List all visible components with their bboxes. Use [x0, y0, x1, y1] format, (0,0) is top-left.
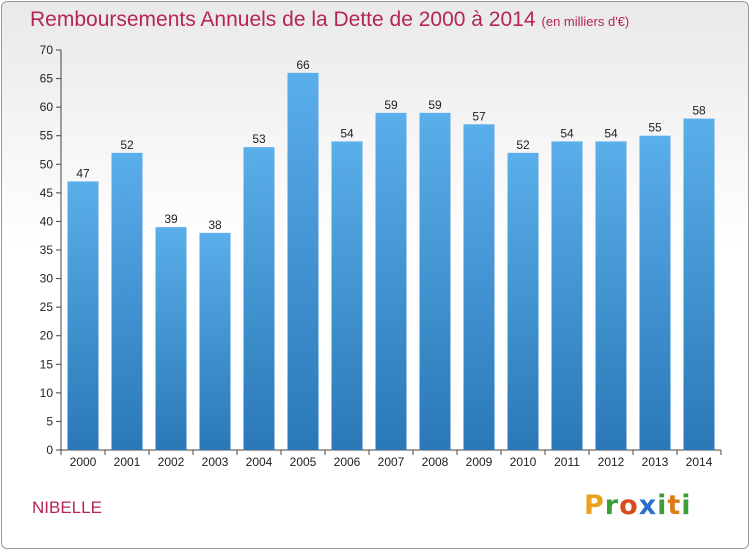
bar: [287, 72, 319, 450]
x-tick-label: 2005: [290, 455, 317, 469]
proxiti-logo: Proxiti: [584, 490, 692, 521]
data-labels: 47 52 39 38 53 66 54 59 59 57 52 54 54 55 58: [76, 58, 706, 232]
x-tick-label: 2014: [686, 455, 713, 469]
logo-letter: i: [657, 490, 668, 521]
title-unit: (en milliers d'€): [541, 14, 630, 29]
logo-letter: x: [638, 490, 658, 521]
x-tick-label: 2008: [422, 455, 449, 469]
bar: [463, 124, 495, 451]
x-tick-label: 2009: [466, 455, 493, 469]
bar: [155, 227, 187, 450]
y-tick-label: 70: [40, 43, 54, 57]
bar: [331, 141, 363, 450]
x-tick-label: 2012: [598, 455, 625, 469]
y-tick-label: 25: [40, 300, 54, 314]
y-tick-label: 5: [46, 414, 53, 428]
value-label: 58: [692, 104, 706, 118]
commune-name: NIBELLE: [32, 498, 102, 517]
bar: [551, 141, 583, 450]
value-label: 53: [252, 132, 266, 146]
value-label: 59: [384, 98, 398, 112]
value-label: 39: [164, 212, 178, 226]
bar: [243, 147, 275, 450]
value-label: 52: [120, 138, 134, 152]
axes: 0 5 10 15 20 25 30 35 40 45 50 55 60 65 70 2000 2001 2002…: [40, 43, 722, 469]
value-label: 54: [604, 126, 618, 140]
bar: [67, 181, 99, 450]
value-label: 38: [208, 218, 222, 232]
x-tick-label: 2013: [642, 455, 669, 469]
y-tick-label: 55: [40, 129, 54, 143]
bar: [375, 112, 407, 450]
x-tick-label: 2010: [510, 455, 537, 469]
value-label: 66: [296, 58, 310, 72]
y-tick-label: 10: [40, 386, 54, 400]
bar: [199, 232, 231, 450]
value-label: 52: [516, 138, 530, 152]
chart-title: Remboursements Annuels de la Dette de 20…: [30, 8, 629, 32]
value-label: 55: [648, 121, 662, 135]
logo-letter: r: [604, 490, 620, 521]
bars: [67, 72, 715, 451]
logo-letter: t: [667, 490, 682, 521]
bar: [507, 152, 539, 450]
value-label: 54: [560, 126, 574, 140]
x-tick-label: 2002: [158, 455, 185, 469]
bar: [595, 141, 627, 450]
value-label: 57: [472, 109, 486, 123]
value-label: 59: [428, 98, 442, 112]
y-tick-label: 35: [40, 243, 54, 257]
y-tick-label: 15: [40, 357, 54, 371]
logo-letter: i: [681, 490, 692, 521]
y-tick-label: 40: [40, 214, 54, 228]
value-label: 54: [340, 126, 354, 140]
y-tick-label: 65: [40, 72, 54, 86]
x-tick-label: 2004: [246, 455, 273, 469]
x-tick-label: 2000: [70, 455, 97, 469]
bar: [683, 118, 715, 451]
bar: [639, 135, 671, 450]
y-tick-label: 20: [40, 329, 54, 343]
logo-letter: o: [619, 490, 639, 521]
bar: [111, 152, 143, 450]
y-tick-label: 60: [40, 100, 54, 114]
y-tick-label: 50: [40, 157, 54, 171]
y-tick-label: 45: [40, 186, 54, 200]
x-tick-label: 2006: [334, 455, 361, 469]
value-label: 47: [76, 166, 90, 180]
y-tick-label: 30: [40, 272, 54, 286]
x-tick-label: 2001: [114, 455, 141, 469]
logo-letter: P: [584, 490, 605, 521]
title-text: Remboursements Annuels de la Dette de 20…: [30, 8, 536, 31]
y-tick-label: 0: [46, 443, 53, 457]
x-tick-label: 2011: [554, 455, 580, 469]
bar: [419, 112, 451, 450]
x-tick-label: 2007: [378, 455, 405, 469]
x-tick-label: 2003: [202, 455, 229, 469]
